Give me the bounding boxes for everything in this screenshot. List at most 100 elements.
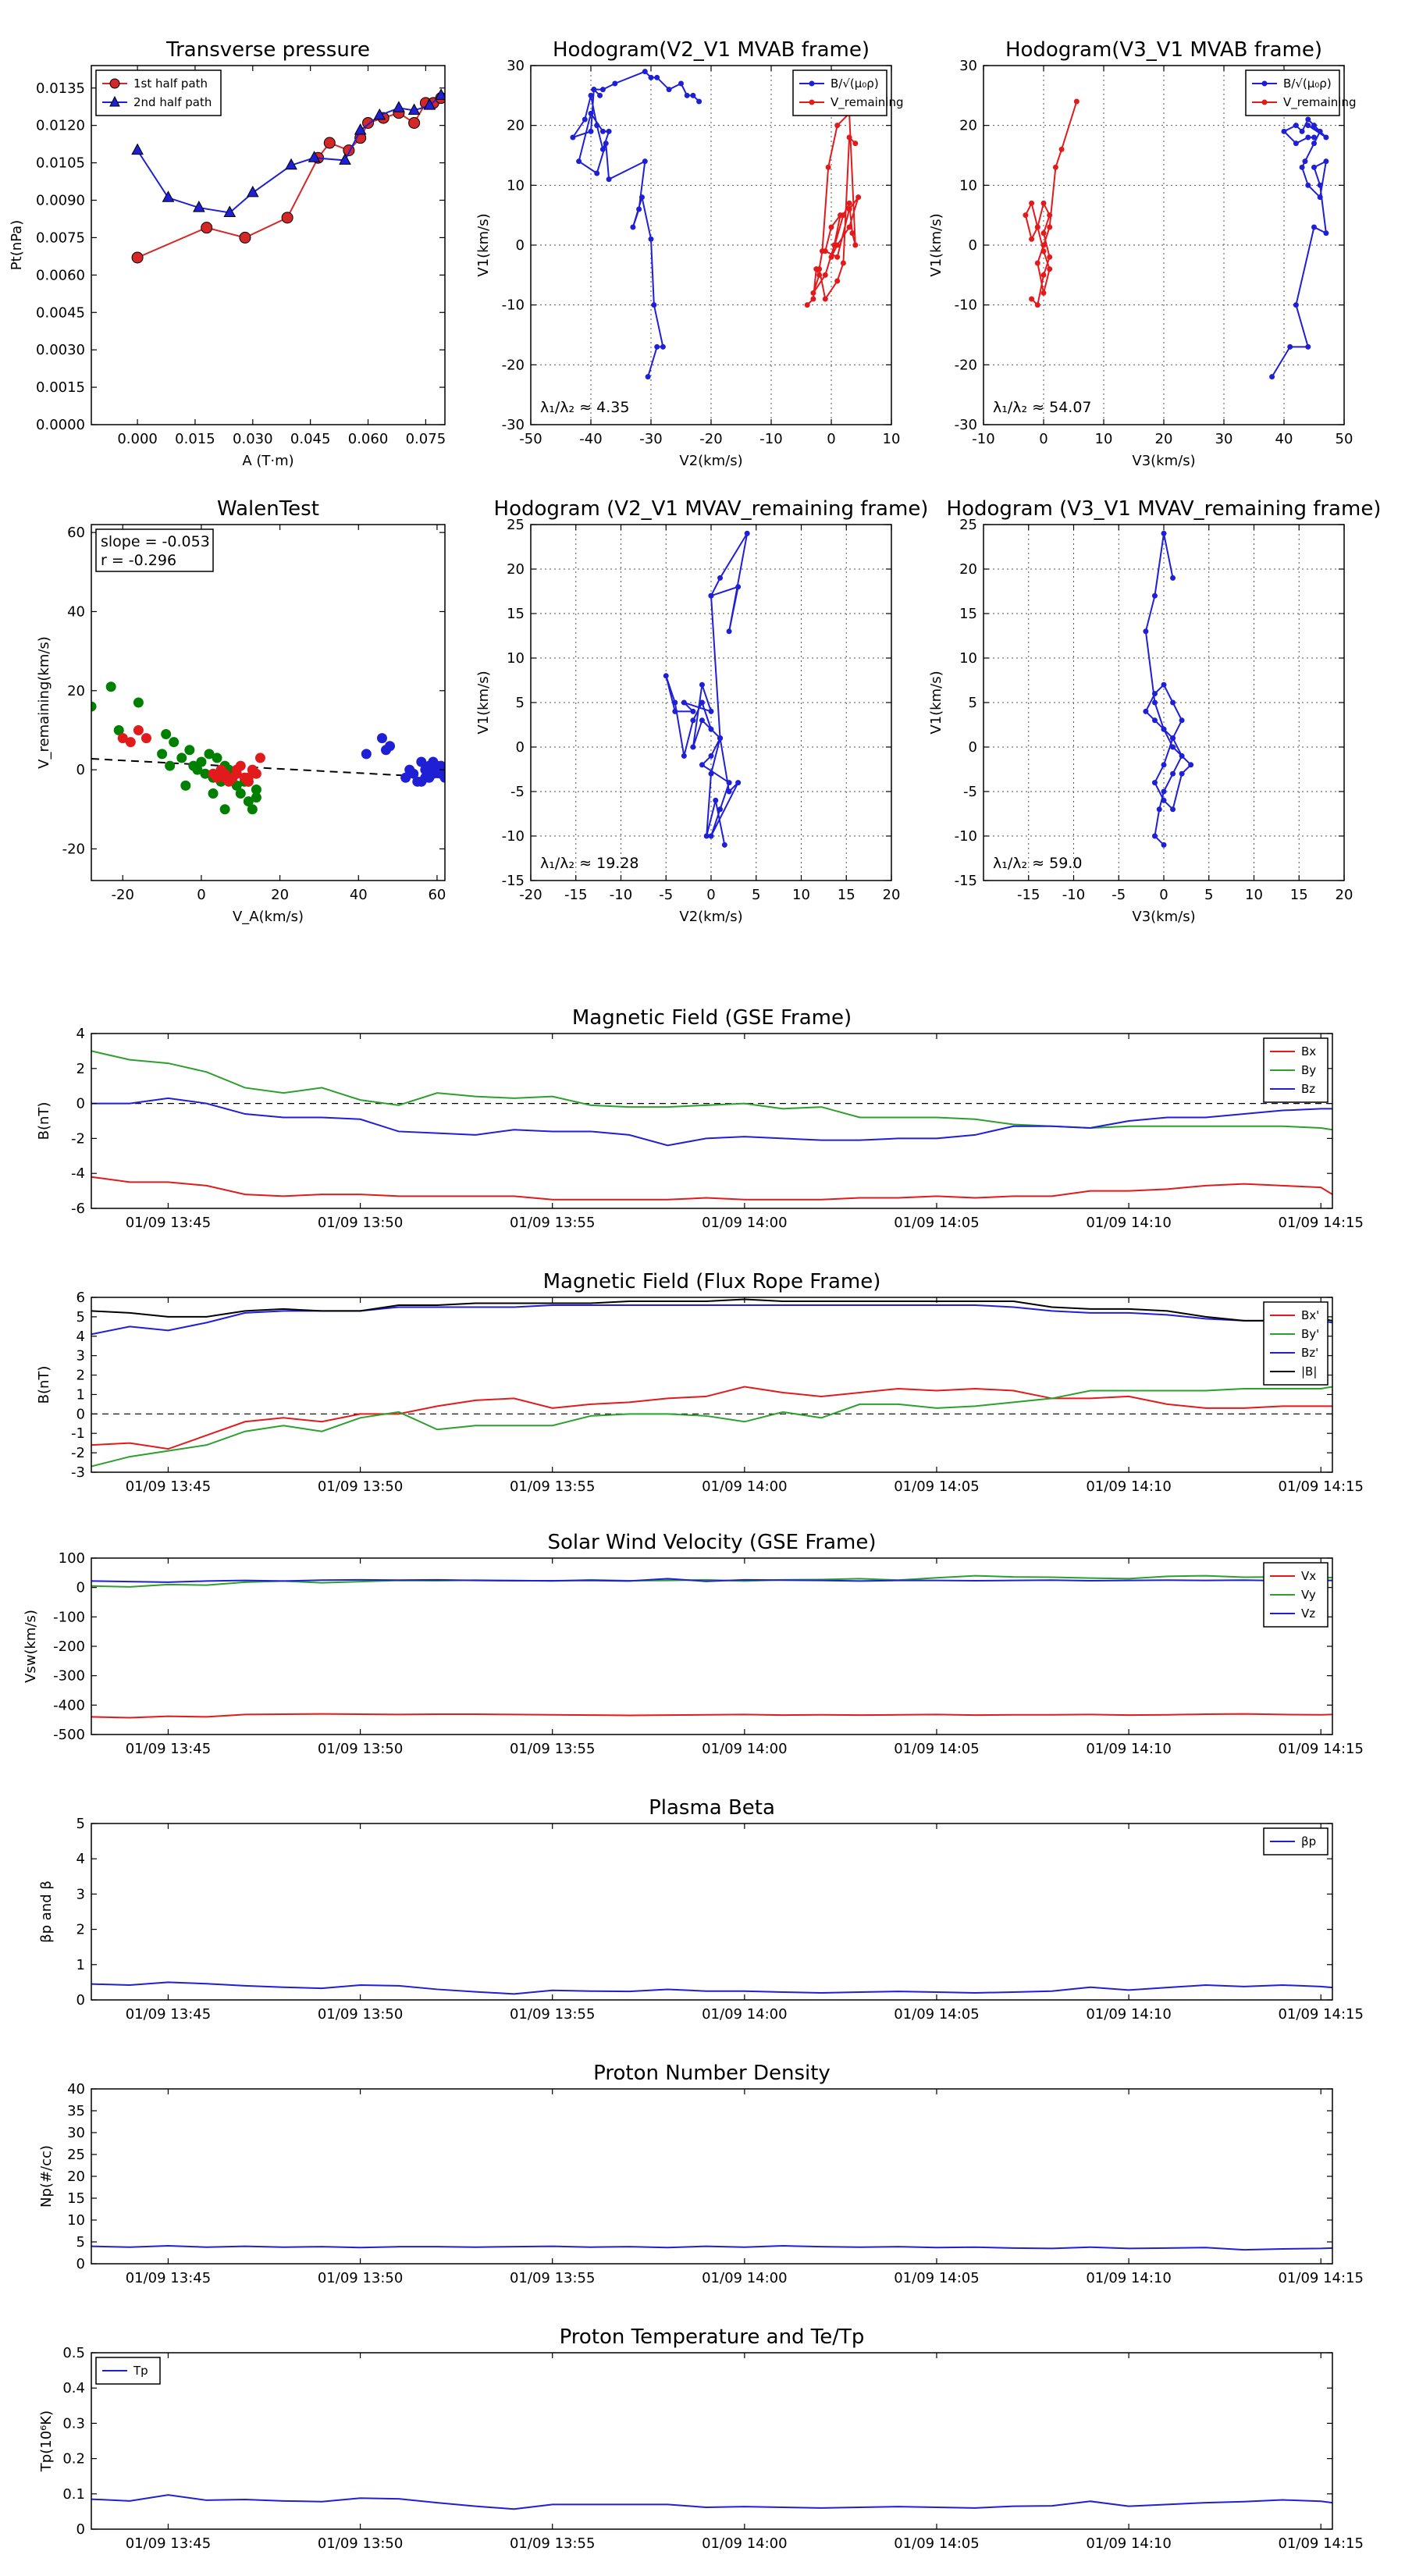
- data-point: [726, 780, 732, 786]
- eigenvalue-ratio: λ₁/λ₂ ≈ 54.07: [993, 399, 1092, 416]
- data-point: [606, 176, 612, 183]
- plot-area: [1023, 98, 1329, 380]
- data-point: [1151, 717, 1158, 724]
- legend-label: |B|: [1301, 1364, 1317, 1379]
- series-line-Vx: [91, 1713, 1332, 1719]
- x-tick-label: 0.045: [290, 431, 331, 447]
- x-tick-label: 01/09 14:00: [702, 1741, 787, 1757]
- data-point: [663, 673, 669, 679]
- data-point: [176, 753, 187, 763]
- y-tick-label: 3: [76, 1886, 85, 1902]
- data-point: [1161, 762, 1167, 768]
- data-point: [235, 760, 246, 771]
- y-tick-label: 0.0060: [36, 267, 85, 283]
- plot-area: [91, 1298, 1332, 1468]
- data-point: [243, 796, 254, 807]
- data-point: [157, 749, 168, 760]
- data-point: [846, 206, 852, 212]
- data-point: [416, 756, 427, 767]
- chart-title: Hodogram(V3_V1 MVAB frame): [1005, 38, 1322, 62]
- data-point: [408, 768, 419, 779]
- data-point: [1317, 182, 1323, 188]
- x-tick-label: -10: [972, 431, 994, 447]
- data-point: [846, 224, 852, 230]
- x-tick-label: 01/09 14:00: [702, 1215, 787, 1231]
- data-point: [684, 92, 690, 98]
- data-point: [140, 733, 151, 744]
- legend-marker: [109, 78, 120, 89]
- chart-tp: 01/09 13:45 01/09 13:50 01/09 13:55 01/09 1…: [38, 2325, 1364, 2552]
- x-tick-label: 01/09 13:50: [318, 1215, 403, 1231]
- legend-box: [95, 69, 222, 116]
- legend-box: [1263, 1037, 1329, 1103]
- data-point: [1293, 141, 1299, 147]
- data-point: [852, 141, 859, 147]
- data-point: [1311, 164, 1317, 170]
- x-tick-label: 0: [197, 887, 205, 903]
- plot-area: [570, 69, 862, 380]
- data-point: [681, 753, 687, 759]
- data-point: [1293, 123, 1299, 129]
- data-point: [212, 753, 222, 763]
- data-point: [822, 272, 828, 278]
- y-tick-label: 20: [67, 2169, 85, 2185]
- chart-title: Plasma Beta: [649, 1796, 775, 1820]
- data-point: [699, 699, 705, 706]
- data-point: [591, 87, 597, 93]
- y-tick-label: 0: [76, 762, 85, 778]
- data-point: [1323, 230, 1329, 237]
- y-tick-label: 0.2: [62, 2451, 85, 2467]
- data-point: [840, 212, 846, 219]
- data-point: [603, 141, 609, 147]
- stats-box: [95, 528, 214, 572]
- y-tick-label: -2: [71, 1445, 85, 1461]
- data-point: [1047, 254, 1053, 260]
- data-point: [681, 699, 687, 706]
- x-tick-label: 01/09 13:50: [318, 2006, 403, 2023]
- data-point: [161, 729, 172, 740]
- data-point: [1040, 290, 1047, 296]
- data-point: [1058, 146, 1065, 152]
- data-point: [819, 248, 825, 254]
- legend-label: B/√(μ₀ρ): [1283, 76, 1332, 91]
- data-point: [708, 708, 714, 714]
- x-axis-label: V2(km/s): [679, 909, 742, 925]
- series-line-Bx: [91, 1176, 1332, 1201]
- data-point: [816, 272, 823, 278]
- y-tick-label: 0.0090: [36, 193, 85, 209]
- data-point: [285, 158, 297, 170]
- data-point: [254, 753, 265, 763]
- y-tick-label: -5: [510, 784, 525, 800]
- data-point: [638, 194, 645, 201]
- data-point: [1040, 242, 1047, 248]
- x-tick-label: 01/09 14:05: [894, 1741, 979, 1757]
- data-point: [1047, 266, 1053, 272]
- legend-marker: [109, 95, 120, 107]
- data-point: [428, 756, 439, 767]
- legend-label: By': [1301, 1327, 1319, 1341]
- data-point: [834, 254, 841, 260]
- y-tick-label: -200: [53, 1638, 85, 1655]
- data-point: [376, 733, 387, 744]
- data-point: [642, 69, 648, 75]
- x-tick-label: 01/09 14:10: [1086, 1478, 1171, 1495]
- data-point: [690, 92, 696, 98]
- x-tick-label: 01/09 14:00: [702, 2535, 787, 2552]
- x-tick-label: 0.060: [348, 431, 389, 447]
- data-point: [648, 236, 654, 242]
- x-tick-label: -15: [1017, 887, 1040, 903]
- data-point: [852, 242, 859, 248]
- x-tick-label: -10: [1062, 887, 1085, 903]
- x-axis-label: A (T·m): [242, 453, 293, 469]
- data-point: [840, 260, 846, 266]
- data-point: [726, 788, 732, 795]
- data-point: [744, 530, 750, 536]
- legend-label: Vy: [1301, 1588, 1316, 1602]
- data-point: [1034, 260, 1040, 266]
- x-tick-label: -15: [564, 887, 587, 903]
- legend-label: βp: [1301, 1834, 1316, 1848]
- data-point: [1281, 128, 1287, 134]
- x-tick-label: -20: [112, 887, 134, 903]
- y-tick-label: -20: [502, 357, 525, 373]
- y-tick-label: -10: [955, 828, 977, 845]
